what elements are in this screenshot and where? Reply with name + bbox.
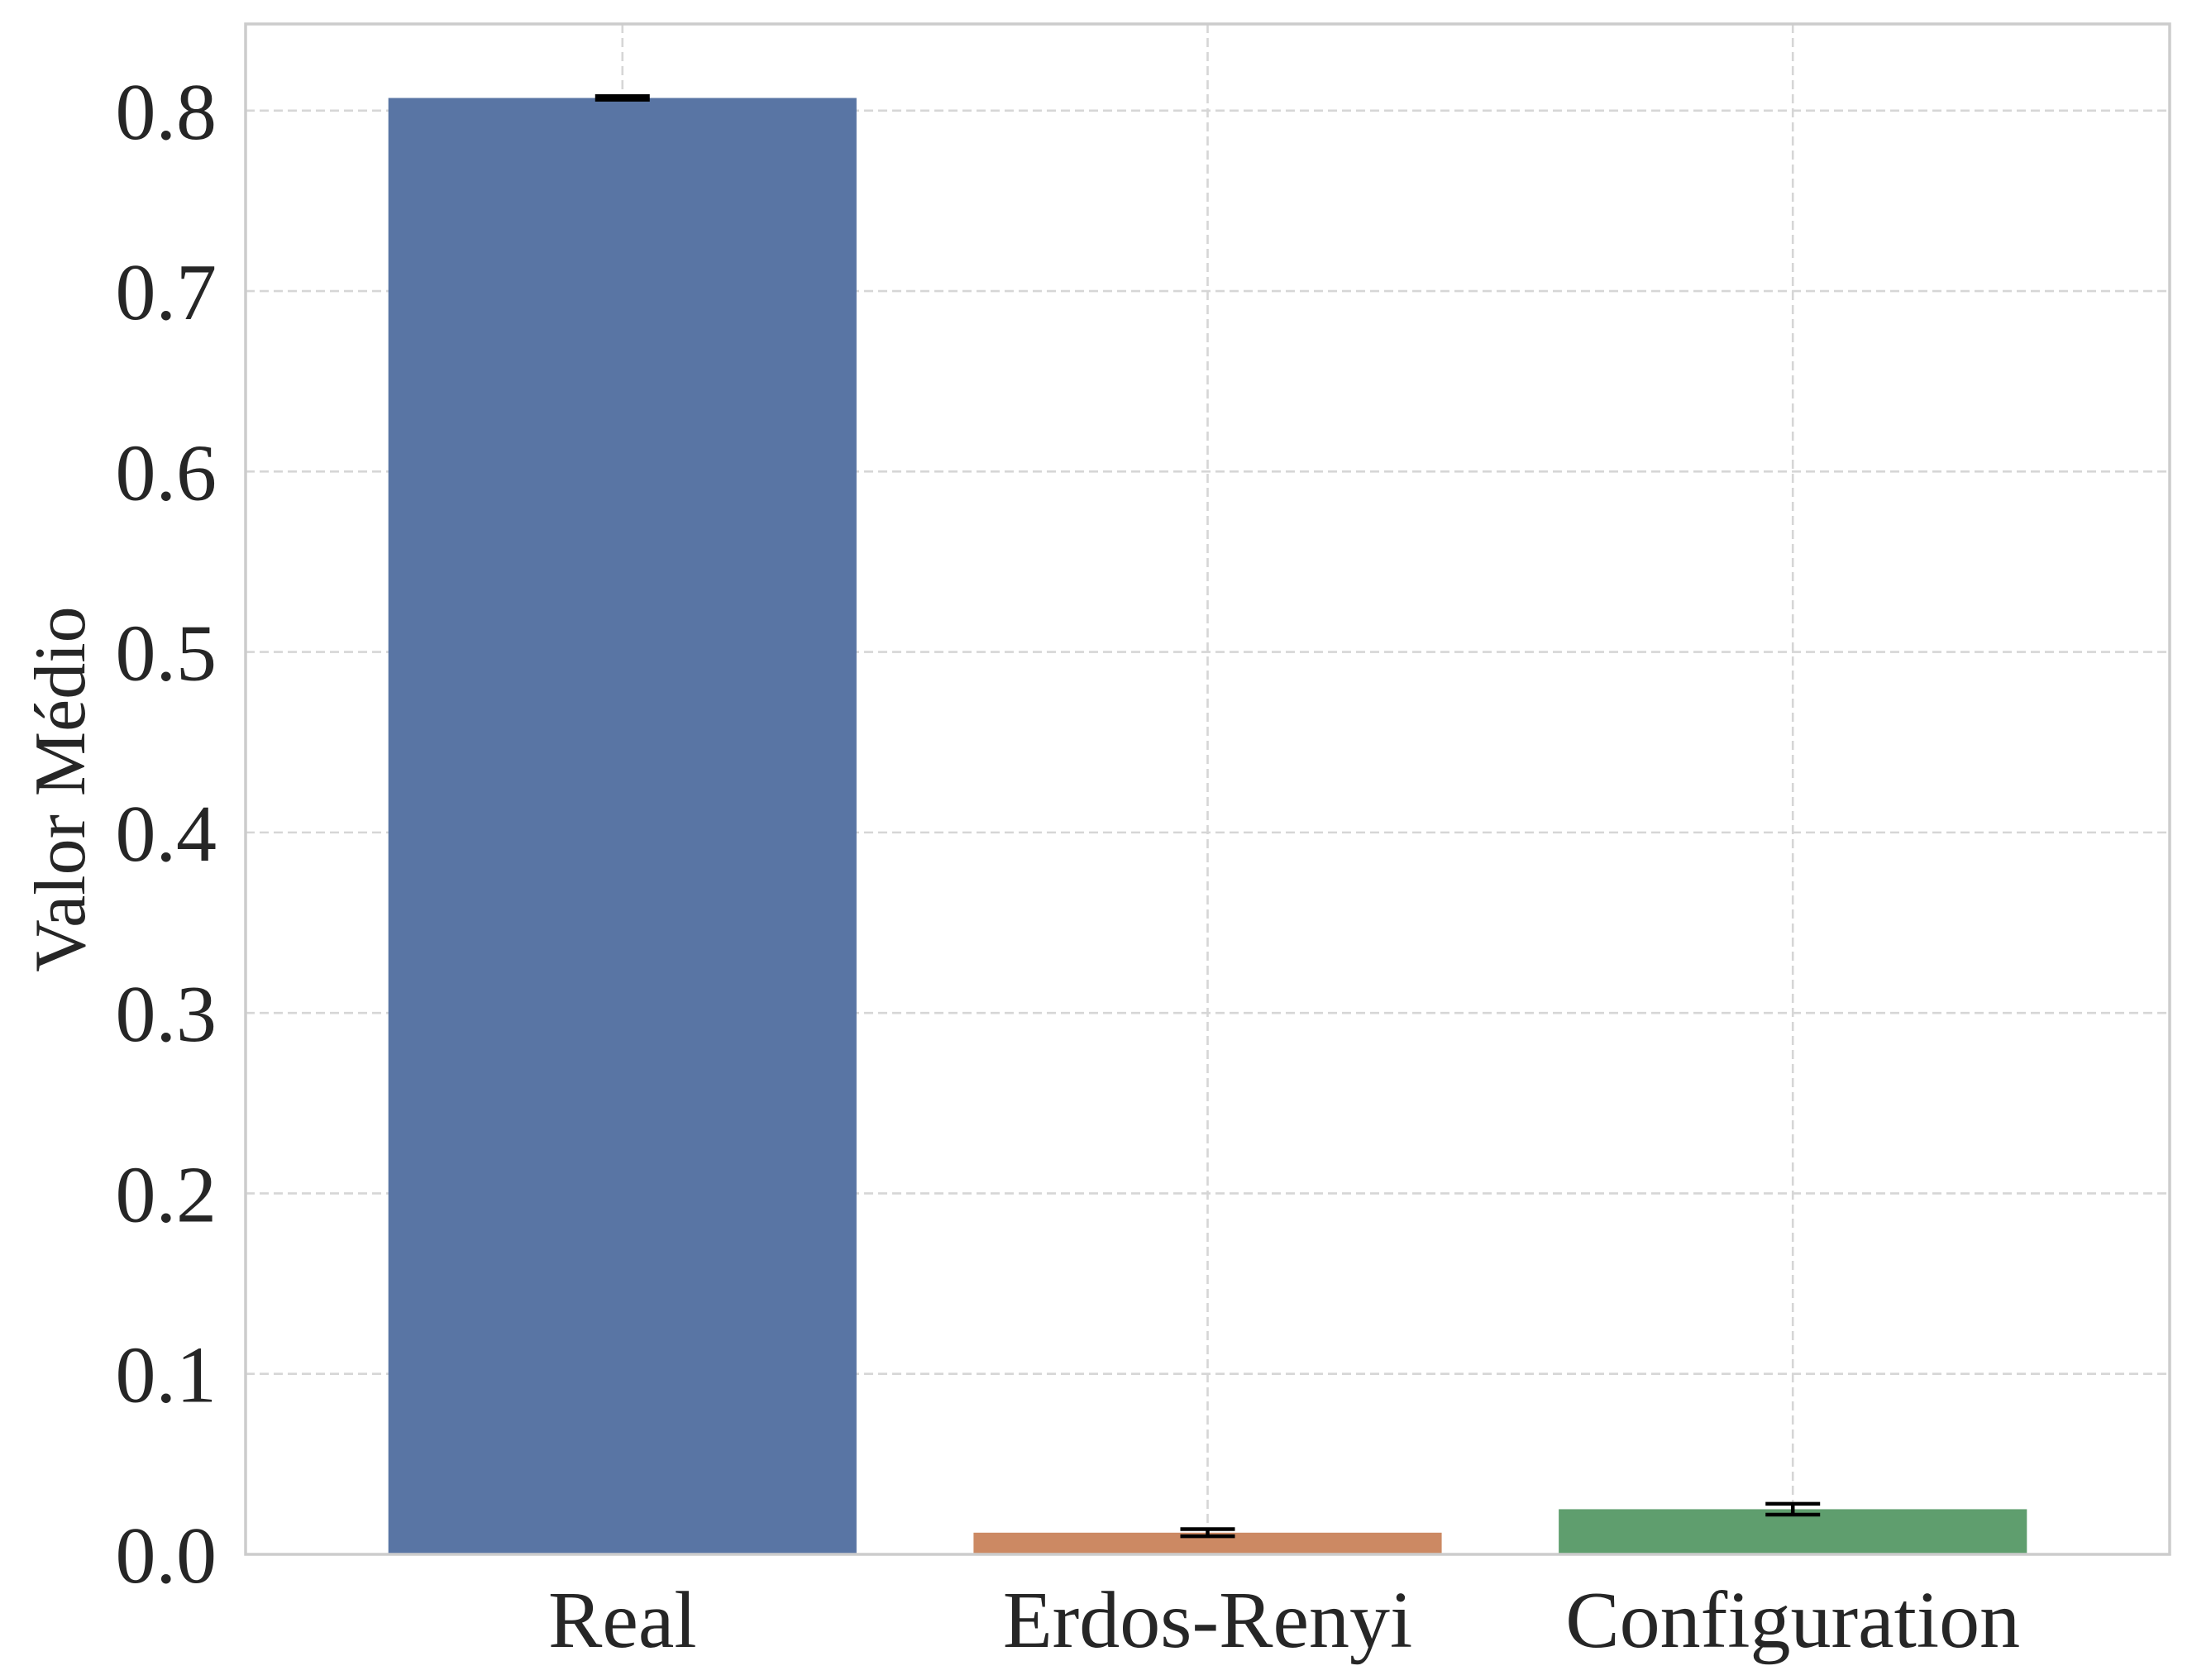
y-tick-label: 0.1 xyxy=(116,1331,217,1420)
y-tick-label: 0.0 xyxy=(116,1511,217,1601)
y-tick-label: 0.6 xyxy=(116,428,217,518)
x-tick-label: Real xyxy=(548,1576,697,1665)
y-tick-label: 0.3 xyxy=(116,970,217,1059)
y-tick-labels: 0.0 0.1 0.2 0.3 0.4 0.5 0.6 0.7 0.8 xyxy=(116,68,217,1601)
bar-configuration xyxy=(1559,1509,2027,1554)
error-bar-layer xyxy=(595,94,1821,1539)
y-tick-label: 0.8 xyxy=(116,68,217,157)
bar-real xyxy=(388,98,857,1554)
plot-frame xyxy=(244,22,2171,1556)
y-tick-label: 0.4 xyxy=(116,790,217,879)
y-axis-label: Valor Médio xyxy=(21,606,101,971)
bar-layer xyxy=(388,98,2027,1554)
y-tick-label: 0.5 xyxy=(116,609,217,699)
y-tick-label: 0.2 xyxy=(116,1150,217,1239)
x-tick-labels: Real Erdos-Renyi Configuration xyxy=(548,1576,2020,1665)
x-tick-label: Erdos-Renyi xyxy=(1003,1576,1412,1665)
y-tick-label: 0.7 xyxy=(116,248,217,337)
x-tick-label: Configuration xyxy=(1565,1576,2020,1665)
